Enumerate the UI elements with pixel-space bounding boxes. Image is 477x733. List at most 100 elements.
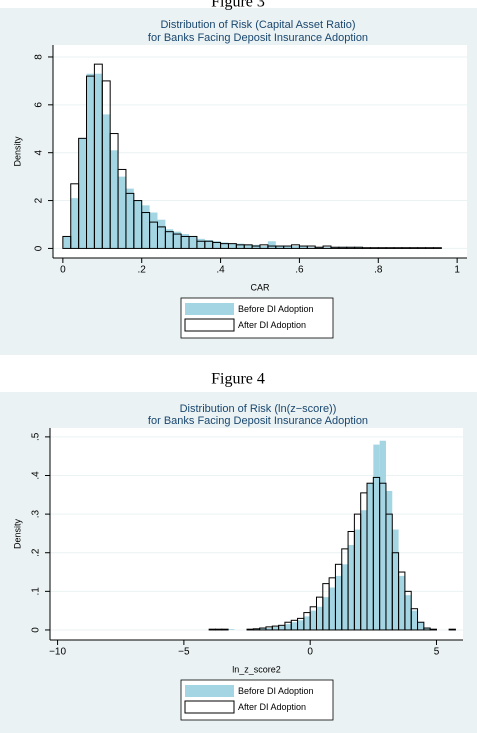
histogram-bar [322, 597, 330, 630]
y-axis-label: Density [12, 136, 22, 167]
histogram-bar [377, 247, 387, 249]
histogram-bar [149, 212, 158, 249]
x-tick-label: .4 [216, 265, 225, 276]
histogram-bar [354, 529, 361, 630]
histogram-bar [173, 231, 182, 249]
histogram-bar [303, 616, 311, 630]
histogram-bar [267, 241, 276, 249]
histogram-bar [448, 628, 456, 631]
histogram-bar [236, 243, 245, 249]
y-tick-label: .1 [31, 587, 42, 596]
histogram-bar [133, 200, 142, 249]
histogram-bar [212, 241, 221, 249]
histogram-bar [181, 234, 190, 249]
histogram-bar [220, 242, 229, 249]
legend-swatch [185, 685, 234, 697]
histogram-bar [291, 246, 300, 249]
histogram-bar [118, 176, 126, 249]
x-tick-label: 0 [60, 265, 66, 276]
histogram-bar [228, 243, 237, 249]
legend-label: Before DI Adoption [238, 686, 314, 696]
histogram-bar [125, 188, 134, 249]
x-tick-label: .8 [374, 265, 383, 276]
histogram-bar [165, 229, 174, 249]
histogram-bar [94, 73, 103, 249]
histogram-bar [401, 247, 411, 249]
histogram-bar [70, 198, 79, 249]
y-axis-label: Density [12, 518, 22, 549]
legend-swatch [184, 318, 235, 332]
histogram-bar [189, 236, 197, 249]
histogram-bar [409, 247, 419, 249]
histogram-bar [398, 575, 405, 630]
legend-swatch [184, 700, 235, 714]
histogram-bar [252, 244, 260, 249]
histogram-bar [330, 247, 339, 249]
histogram-bar [316, 606, 323, 630]
histogram-bar [244, 244, 253, 249]
x-tick-label: .6 [295, 265, 304, 276]
x-tick-label: −10 [49, 647, 66, 658]
histogram-bar [423, 628, 431, 630]
chart-subtitle: for Banks Facing Deposit Insurance Adopt… [148, 32, 368, 44]
chart-title: Distribution of Risk (ln(z−score)) [180, 403, 337, 415]
histogram-bar [299, 246, 308, 249]
histogram-bar [348, 545, 355, 630]
histogram-bar [141, 205, 150, 249]
x-axis-label: ln_z_score2 [232, 664, 281, 674]
y-tick-label: 0 [31, 627, 42, 633]
histogram-bar [284, 624, 292, 630]
y-tick-label: .4 [31, 471, 42, 480]
histogram-bar [228, 629, 235, 630]
y-tick-label: .5 [31, 432, 42, 441]
histogram-bar [367, 483, 374, 630]
histogram-bar [275, 246, 284, 249]
chart-subtitle: for Banks Facing Deposit Insurance Adopt… [148, 415, 368, 427]
histogram-bar [354, 247, 363, 249]
histogram-bar [379, 440, 386, 630]
histogram-bar [278, 626, 285, 630]
y-tick-label: 6 [34, 102, 45, 108]
histogram-bar [291, 622, 298, 630]
histogram-bar [373, 444, 380, 630]
histogram-bar [214, 628, 223, 631]
histogram-bar [62, 236, 71, 249]
histogram-bar [429, 628, 437, 631]
histogram-bar [362, 247, 371, 249]
chart-title: Distribution of Risk (Capital Asset Rati… [160, 19, 355, 31]
histogram-bar [385, 490, 393, 630]
histogram-bar [417, 621, 425, 631]
histogram-bar [208, 628, 216, 631]
legend-label: Before DI Adoption [238, 304, 314, 314]
y-tick-label: .2 [31, 548, 42, 557]
x-tick-label: −5 [178, 647, 190, 658]
histogram-bar [204, 240, 213, 249]
histogram-bar [253, 628, 260, 630]
histogram-bar [341, 564, 349, 630]
histogram-bar [196, 238, 205, 249]
histogram-bar [338, 247, 347, 249]
histogram-bar [323, 247, 331, 249]
histogram-bar [411, 610, 418, 630]
histogram-bar [360, 510, 368, 630]
y-tick-label: 0 [34, 245, 45, 251]
histogram-bar [432, 247, 442, 249]
histogram-bar [86, 73, 95, 249]
x-tick-label: 0 [307, 647, 313, 658]
histogram-bar [259, 628, 266, 630]
histogram-bar [329, 587, 336, 630]
histogram-bar [297, 620, 304, 630]
histogram-bar [335, 575, 342, 630]
histogram-bar [310, 610, 317, 630]
legend-label: After DI Adoption [238, 320, 306, 330]
histogram-bar [369, 247, 379, 249]
histogram-bar [393, 247, 403, 249]
histogram-bar [417, 247, 427, 249]
x-tick-label: .2 [138, 265, 147, 276]
histogram-bar [385, 247, 395, 249]
y-tick-label: 8 [34, 54, 45, 60]
histogram-bar [410, 608, 419, 631]
histogram-bar [78, 138, 87, 249]
legend-label: After DI Adoption [238, 702, 306, 712]
